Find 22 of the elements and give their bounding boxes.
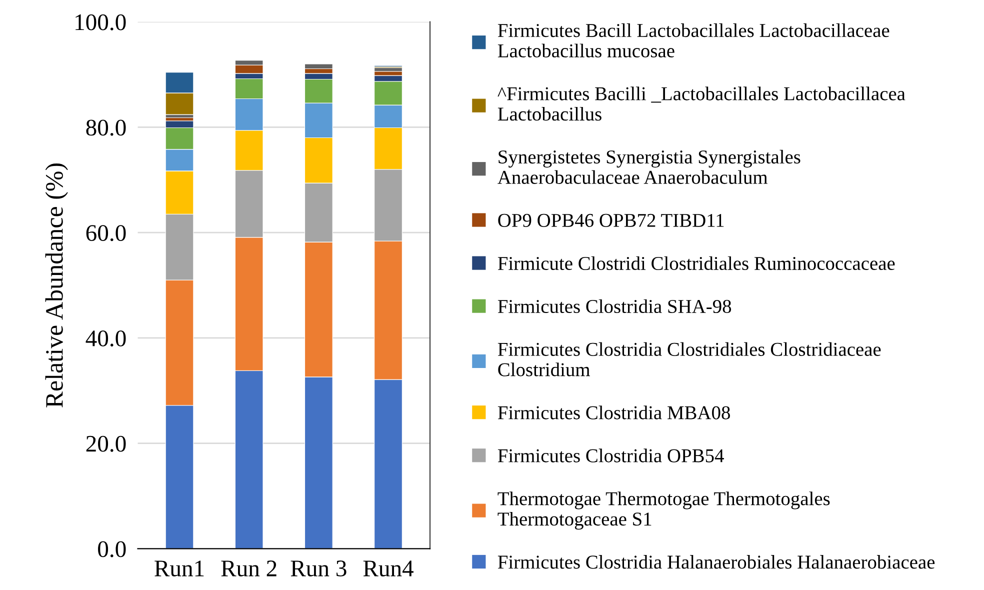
y-axis-title: Relative Abundance (%) bbox=[45, 163, 68, 408]
legend-label: ^Firmicutes Bacilli _Lactobacillales Lactobacillacea Lactobacillus bbox=[498, 86, 906, 121]
legend-label: Firmicutes Clostridia Clostridiales Clostridiaceae Clostridium bbox=[498, 342, 881, 376]
x-tick-label: Run 3 bbox=[290, 560, 346, 576]
y-tick-label: 80.0 bbox=[86, 120, 126, 136]
x-tick-label: Run1 bbox=[154, 560, 204, 576]
legend-label: Thermotogae Thermotogae Thermotogales Thermotogaceae S1 bbox=[498, 492, 830, 530]
legend-label: Firmicutes Clostridia OPB54 bbox=[498, 448, 724, 462]
legend-label: Firmicutes Clostridia MBA08 bbox=[498, 406, 730, 420]
legend-label: Firmicute Clostridi Clostridiales Ruminococcaceae bbox=[498, 256, 895, 270]
y-tick-label: 0.0 bbox=[98, 541, 126, 558]
legend-label: Firmicutes Clostridia Halanaerobiales Halanaerobiaceae bbox=[498, 555, 935, 569]
y-tick-label: 20.0 bbox=[86, 436, 126, 452]
legend-label: OP9 OPB46 OPB72 TIBD11 bbox=[498, 214, 724, 227]
y-tick-label: 60.0 bbox=[86, 225, 126, 242]
x-tick-label: Run4 bbox=[363, 560, 414, 576]
legend-label: Firmicutes Clostridia SHA-98 bbox=[498, 299, 732, 314]
legend-label: Synergistetes Synergistia Synergistales Anaerobaculaceae Anaerobaculum bbox=[498, 150, 800, 184]
y-tick-label: 100.0 bbox=[76, 14, 126, 30]
y-tick-label: 40.0 bbox=[86, 330, 126, 346]
x-tick-label: Run 2 bbox=[221, 560, 276, 576]
legend-label: Firmicutes Bacill Lactobacillales Lactobacillaceae Lactobacillus mucosae bbox=[498, 23, 890, 58]
